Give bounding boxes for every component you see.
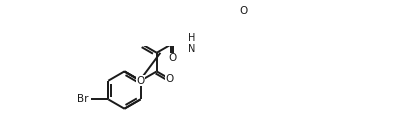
Text: Br: Br (77, 94, 88, 104)
Text: O: O (169, 53, 177, 63)
Text: O: O (136, 76, 145, 86)
Text: O: O (165, 74, 173, 84)
Text: H
N: H N (188, 33, 195, 54)
Text: O: O (239, 6, 247, 16)
